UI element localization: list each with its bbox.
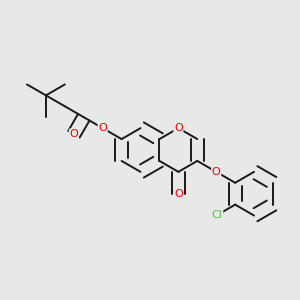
Text: Cl: Cl <box>212 210 223 220</box>
Text: O: O <box>174 123 183 133</box>
Text: O: O <box>174 189 183 199</box>
Text: O: O <box>98 123 107 133</box>
Text: O: O <box>212 167 220 177</box>
Text: O: O <box>70 129 78 139</box>
